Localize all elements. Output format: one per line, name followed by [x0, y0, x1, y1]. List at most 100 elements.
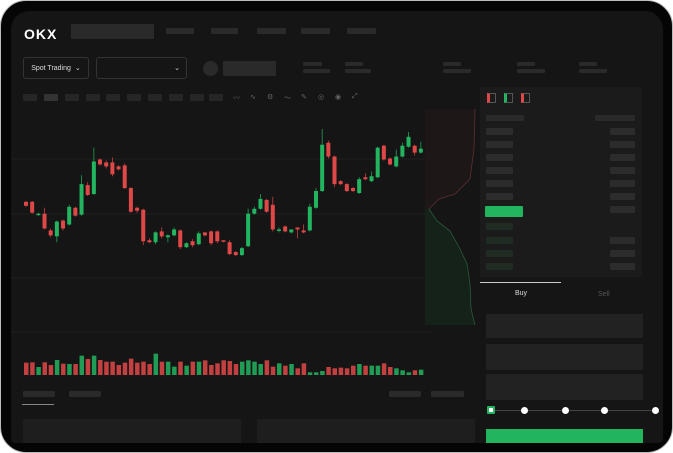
volume-bar: [172, 366, 177, 375]
slider-step-25[interactable]: [521, 407, 528, 414]
orderbook-bids-icon[interactable]: [504, 93, 513, 103]
candle: [351, 188, 356, 192]
pair-dropdown[interactable]: ⌄: [96, 57, 187, 79]
assets-panel: [23, 419, 241, 443]
active-tab-underline: [22, 404, 54, 405]
volume-bar: [122, 362, 128, 375]
volume-bar: [215, 363, 220, 375]
tab-buy[interactable]: Buy: [515, 290, 528, 297]
volume-bar: [344, 368, 350, 375]
volume-bar: [221, 360, 226, 375]
candle: [375, 147, 380, 178]
candlestick-chart[interactable]: [11, 106, 431, 386]
candles-icon[interactable]: 〰: [233, 95, 240, 102]
stat-value: [443, 69, 471, 73]
timeframe-button[interactable]: [65, 94, 79, 101]
amount-slider[interactable]: [491, 410, 656, 411]
volume-bar: [357, 364, 362, 375]
volume-bar: [375, 365, 381, 375]
line-icon[interactable]: ～: [284, 95, 291, 102]
filter-button[interactable]: [389, 391, 421, 397]
timeframe-button[interactable]: [44, 94, 58, 101]
amount-input[interactable]: [486, 344, 643, 370]
ask-price[interactable]: [486, 180, 513, 187]
nav-item-5[interactable]: [347, 28, 376, 34]
volume-bar: [116, 365, 122, 375]
candle: [73, 207, 78, 216]
indicator-icon[interactable]: ∿: [250, 94, 256, 101]
volume-bar: [307, 372, 313, 375]
ask-price[interactable]: [486, 128, 513, 135]
search-bar[interactable]: [71, 24, 154, 39]
target-icon[interactable]: ◉: [335, 94, 342, 101]
total-input[interactable]: [486, 374, 643, 400]
candle: [289, 229, 294, 233]
candle: [412, 145, 417, 153]
spot-trading-button[interactable]: Spot Trading ⌄: [23, 57, 89, 79]
orderbook-both-icon[interactable]: [487, 93, 496, 103]
nav-item-1[interactable]: [166, 28, 194, 34]
tab-open-orders[interactable]: [23, 391, 55, 397]
volume-bar: [295, 368, 300, 375]
volume-bar: [227, 361, 233, 375]
okx-logo: OKX: [24, 26, 58, 42]
volume-bar: [104, 361, 109, 375]
candle: [369, 176, 374, 182]
volume-bar: [412, 370, 418, 375]
cancel-all-button[interactable]: [431, 391, 464, 397]
candle: [332, 156, 337, 185]
bid-price[interactable]: [486, 263, 513, 270]
nav-item-2[interactable]: [211, 28, 238, 34]
volume-bar: [246, 360, 251, 375]
candle: [79, 184, 84, 215]
tab-order-history[interactable]: [69, 391, 101, 397]
timeframe-button[interactable]: [127, 94, 141, 101]
volume-bar: [252, 361, 257, 375]
volume-bar: [258, 364, 263, 375]
expand-icon[interactable]: ⤢: [352, 93, 358, 100]
pen-icon[interactable]: ✎: [301, 94, 307, 101]
stat-label: [579, 62, 597, 66]
ask-price[interactable]: [486, 193, 513, 200]
volume-bar: [233, 364, 239, 375]
bid-price[interactable]: [486, 250, 513, 257]
timeframe-button[interactable]: [106, 94, 120, 101]
ask-price[interactable]: [486, 167, 513, 174]
slider-step-75[interactable]: [601, 407, 608, 414]
slider-step-100[interactable]: [652, 407, 659, 414]
timeframe-button[interactable]: [23, 94, 37, 101]
ask-amount: [610, 128, 635, 135]
candle: [381, 145, 386, 160]
candle: [67, 206, 72, 225]
candle: [61, 220, 66, 229]
tab-sell[interactable]: Sell: [598, 291, 610, 298]
timeframe-button[interactable]: [169, 94, 183, 101]
orderbook-asks-icon[interactable]: [521, 93, 530, 103]
settings-icon[interactable]: ⚙: [267, 94, 274, 101]
timeframe-button[interactable]: [190, 94, 204, 101]
ask-price[interactable]: [486, 141, 513, 148]
nav-item-3[interactable]: [257, 28, 286, 34]
candle: [24, 201, 28, 206]
candle: [36, 213, 41, 216]
candle: [202, 232, 207, 236]
circle-icon[interactable]: ◎: [318, 94, 325, 101]
timeframe-button[interactable]: [148, 94, 162, 101]
slider-handle[interactable]: [487, 406, 495, 414]
bid-price[interactable]: [486, 237, 513, 244]
nav-item-4[interactable]: [301, 28, 330, 34]
volume-bar: [369, 365, 375, 375]
timeframe-button[interactable]: [209, 94, 223, 101]
candle: [221, 240, 226, 242]
bid-price[interactable]: [486, 223, 513, 230]
depth-chart: [425, 109, 476, 325]
stat-value: [579, 69, 607, 73]
buy-submit-button[interactable]: [486, 429, 643, 443]
volume-bar: [54, 360, 60, 375]
price-input[interactable]: [486, 314, 643, 338]
slider-step-50[interactable]: [562, 407, 569, 414]
buy-tab-underline: [480, 282, 561, 283]
ask-price[interactable]: [486, 154, 513, 161]
timeframe-button[interactable]: [86, 94, 100, 101]
